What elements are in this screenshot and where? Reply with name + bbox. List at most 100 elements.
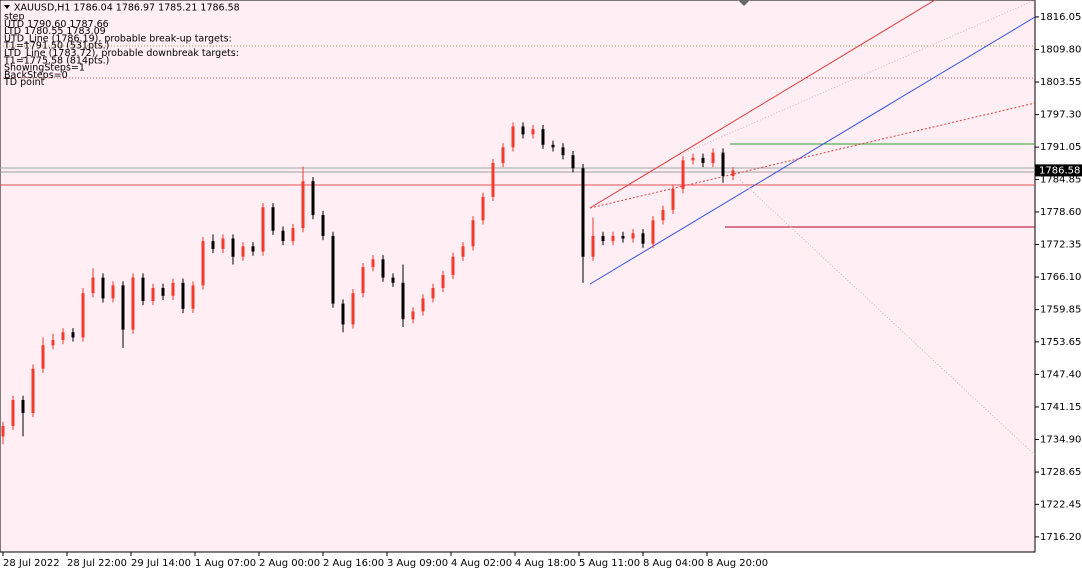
x-tick-label: 4 Aug 02:00 [451, 558, 512, 569]
candle-body [271, 207, 275, 231]
plot-area [0, 0, 1036, 553]
x-tick-label: 28 Jul 22:00 [67, 558, 127, 569]
candle-body [371, 259, 375, 268]
y-tick-label: 1797.30 [1040, 110, 1081, 121]
candle-body [391, 277, 395, 283]
y-tick-label: 1791.05 [1040, 142, 1081, 153]
candle-body [621, 235, 625, 239]
candle-body [171, 282, 175, 296]
candle-body [461, 246, 465, 257]
info-line: ShowingSteps=1 [4, 63, 85, 74]
candle-body [21, 399, 25, 413]
y-tick-label: 1766.10 [1040, 272, 1081, 283]
candle-body [661, 209, 665, 221]
y-tick-label: 1772.35 [1040, 239, 1081, 250]
candle-body [401, 282, 405, 320]
candle-body [571, 155, 575, 169]
candle-body [441, 274, 445, 288]
candle-body [81, 293, 85, 338]
candle-body [711, 152, 715, 163]
candle-body [611, 235, 615, 242]
candle-body [681, 160, 685, 190]
dropdown-icon [4, 5, 10, 9]
candle-body [491, 162, 495, 197]
x-tick-label: 4 Aug 18:00 [515, 558, 576, 569]
y-tick-label: 1759.85 [1040, 305, 1081, 316]
candle-body [11, 399, 15, 426]
x-tick-label: 2 Aug 16:00 [323, 558, 384, 569]
candle-body [311, 181, 315, 216]
plot [0, 0, 1036, 456]
candle-body [141, 277, 145, 301]
candle-body [301, 181, 305, 229]
candle-body [481, 196, 485, 221]
candle-body [181, 282, 185, 309]
x-tick-label: 2 Aug 00:00 [259, 558, 320, 569]
y-tick-label: 1734.90 [1040, 435, 1081, 446]
candle-body [641, 233, 645, 244]
candle-body [471, 220, 475, 247]
candle-body [251, 246, 255, 252]
candle-body [541, 129, 545, 145]
candle-body [231, 238, 235, 257]
candle-body [531, 129, 535, 135]
chart-header: XAUUSD,H1 1786.04 1786.97 1785.21 1786.5… [14, 3, 240, 14]
x-tick-label: 1 Aug 07:00 [195, 558, 256, 569]
info-line: UTD_Line (1786.19), probable break-up ta… [4, 33, 232, 44]
info-line: LTD 1780.55 1783.09 [4, 26, 106, 37]
candle-body [551, 144, 555, 148]
candle-body [241, 246, 245, 257]
candle-body [291, 228, 295, 242]
candle-body [321, 215, 325, 236]
candle-body [341, 303, 345, 325]
candle-body [721, 152, 725, 177]
info-line: UTD 1790.60 1787.66 [4, 19, 109, 30]
x-tick-label: 8 Aug 20:00 [707, 558, 768, 569]
info-line: step [4, 12, 25, 23]
legend: XAUUSD,H1 1786.04 1786.97 1785.21 1786.5… [3, 3, 240, 89]
candle-body [601, 235, 605, 242]
candle-body [331, 235, 335, 304]
candle-body [731, 170, 735, 177]
candle-body [31, 368, 35, 413]
candle-body [121, 285, 125, 330]
candle-body [261, 207, 265, 252]
y-tick-label: 1778.60 [1040, 207, 1081, 218]
candle-body [691, 157, 695, 161]
info-line: T1=1775.58 (814pts.) [3, 55, 109, 66]
y-tick-label: 1803.55 [1040, 77, 1081, 88]
x-tick-label: 5 Aug 11:00 [579, 558, 640, 569]
y-tick-label: 1753.65 [1040, 337, 1081, 348]
candle-body [41, 345, 45, 369]
projection-line [739, 179, 1036, 456]
candle-body [151, 287, 155, 301]
y-tick-label: 1747.40 [1040, 369, 1081, 380]
price-label-box [1035, 164, 1082, 177]
candle-body [201, 241, 205, 286]
x-tick-label: 3 Aug 09:00 [387, 558, 448, 569]
candle-body [381, 259, 385, 278]
y-tick-label: 1741.15 [1040, 402, 1081, 413]
candle-body [411, 311, 415, 320]
candle-body [351, 293, 355, 325]
candle-body [281, 230, 285, 242]
info-line: LTD_Line (1783.72), probable downbreak t… [4, 48, 239, 59]
candle-body [111, 285, 115, 299]
candle-body [511, 126, 515, 148]
candle-body [561, 147, 565, 156]
candle-body [671, 189, 675, 210]
candle-body [211, 241, 215, 249]
y-tick-label: 1728.65 [1040, 467, 1081, 478]
y-tick-label: 1784.85 [1040, 174, 1081, 185]
info-line: BackSteps=0 [4, 70, 68, 81]
candle-body [651, 220, 655, 244]
candle-body [101, 277, 105, 299]
y-tick-label: 1809.80 [1040, 44, 1081, 55]
x-tick-label: 8 Aug 04:00 [643, 558, 704, 569]
candle-body [501, 147, 505, 163]
candle-body [421, 298, 425, 312]
y-tick-label: 1816.05 [1040, 12, 1081, 23]
candle-body [71, 332, 75, 338]
candle-body [221, 238, 225, 249]
